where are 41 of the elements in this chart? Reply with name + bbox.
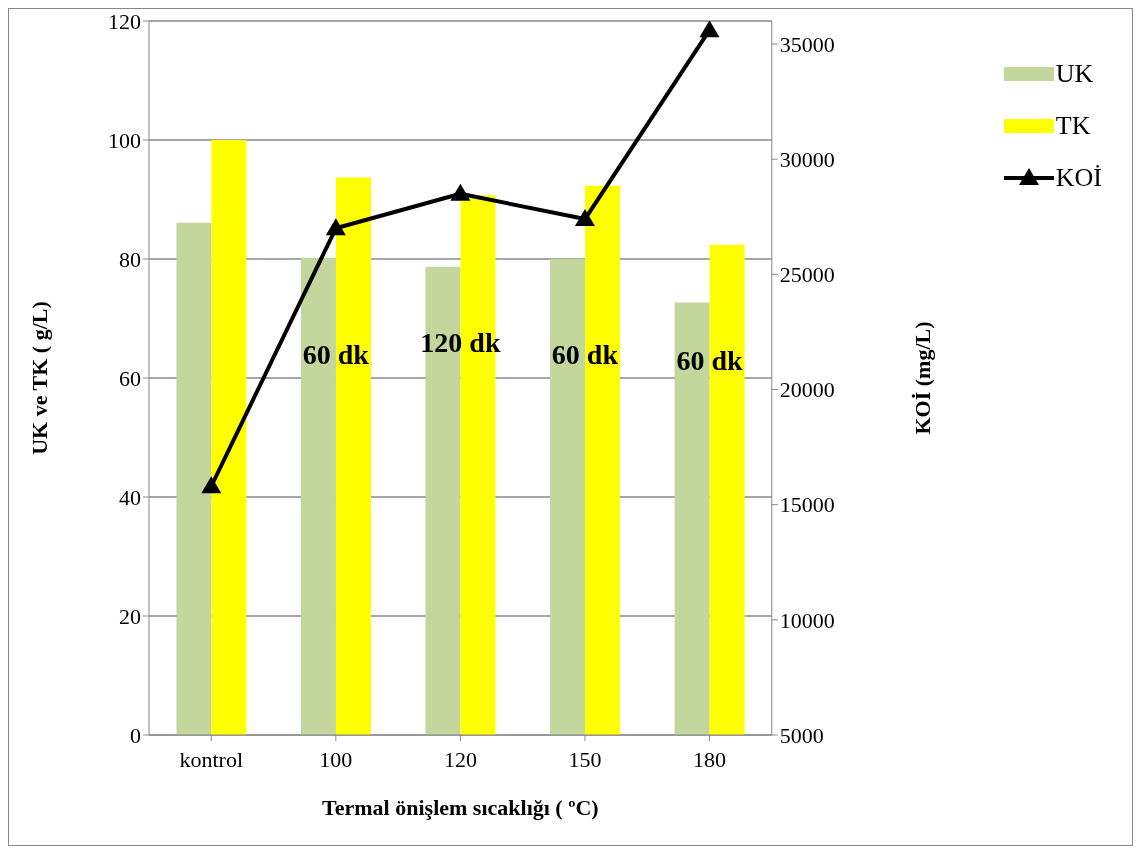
y2-tick-label: 15000 <box>779 492 835 518</box>
bar <box>585 185 621 735</box>
y-tick-label: 80 <box>119 246 141 272</box>
legend-label: TK <box>1055 111 1091 141</box>
point <box>325 218 346 236</box>
legend-label: KOİ <box>1055 163 1102 193</box>
annotation: 60 dk <box>676 345 743 377</box>
y-tick-label: 60 <box>119 365 141 391</box>
y2-tick-label: 30000 <box>779 147 835 172</box>
y-tick-label: 120 <box>108 8 141 34</box>
y-tick-label: 40 <box>119 484 141 510</box>
x-axis-title: Termal önişlem sıcaklığı ( ºC) <box>322 795 599 820</box>
bar <box>674 302 710 735</box>
x-tick-label: 180 <box>693 746 726 772</box>
point <box>699 21 720 38</box>
y2-axis-title: KOİ (mg/L) <box>909 321 935 435</box>
bar <box>709 244 745 735</box>
y-tick-label: 100 <box>108 127 141 153</box>
y2-tick-label: 25000 <box>779 262 835 288</box>
y2-tick-label: 35000 <box>779 31 835 57</box>
y-tick-label: 20 <box>119 603 141 629</box>
x-tick-label: 100 <box>319 746 353 772</box>
bar <box>300 257 336 735</box>
bar <box>176 222 212 735</box>
y-tick-label: 0 <box>130 722 141 748</box>
annotation: 60 dk <box>551 339 619 371</box>
bar <box>211 140 247 735</box>
legend-label: UK <box>1055 59 1094 89</box>
bar <box>335 177 371 735</box>
x-tick-label: kontrol <box>179 746 244 772</box>
y-axis-title: UK ve TK ( g/L) <box>26 301 52 455</box>
point <box>574 209 595 227</box>
x-tick-label: 120 <box>443 746 477 772</box>
point <box>201 476 222 494</box>
bar <box>550 259 586 735</box>
annotation: 60 dk <box>302 339 370 371</box>
y2-tick-label: 20000 <box>779 377 835 403</box>
y2-tick-label: 5000 <box>779 722 824 748</box>
x-tick-label: 150 <box>568 746 602 772</box>
y2-tick-label: 10000 <box>779 607 835 633</box>
point <box>450 183 471 201</box>
